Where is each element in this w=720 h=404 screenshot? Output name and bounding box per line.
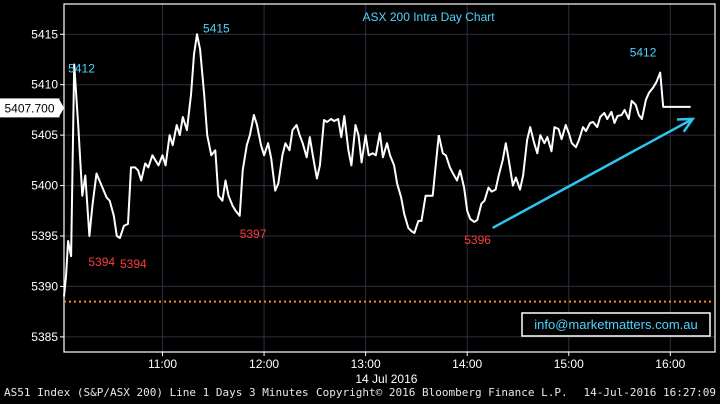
trend-arrow-shaft [491,117,694,230]
watermark-text: info@marketmatters.com.au [534,317,697,332]
y-tick-label: 5405 [31,128,58,142]
y-tick-label: 5410 [31,78,58,92]
plot-area [64,4,715,352]
value-label: 5397 [240,227,267,241]
y-tick-label: 5400 [31,179,58,193]
value-label: 5412 [630,46,657,60]
x-tick-label: 16:00 [655,357,685,371]
x-tick-label: 14:00 [452,357,482,371]
footer-timestamp: 14-Jul-2016 16:27:09 [583,386,716,399]
footer-security-description: AS51 Index (S&P/ASX 200) Line 1 Days 3 M… [4,386,309,399]
value-label: 5415 [203,21,230,35]
value-label: 5396 [464,233,491,247]
x-axis-label: 14 Jul 2016 [355,372,417,386]
chart-title: ASX 200 Intra Day Chart [363,10,496,24]
plot-frame [63,3,716,353]
footer-copyright: Copyright© 2016 Bloomberg Finance L.P. [316,386,568,399]
value-label: 5394 [120,257,147,271]
y-tick-label: 5415 [31,27,58,41]
y-tick-label: 5385 [31,330,58,344]
trend-arrow-head [676,117,696,133]
last-price-pointer [59,98,64,117]
price-line [63,33,440,297]
x-tick-label: 13:00 [351,357,381,371]
y-tick-label: 5395 [31,229,58,243]
value-label: 5412 [68,62,95,76]
x-tick-label: 12:00 [249,357,279,371]
y-tick-label: 5390 [31,279,58,293]
watermark-box [521,312,711,337]
x-tick-label: 15:00 [554,357,584,371]
value-label: 5394 [88,255,115,269]
price-line-afternoon [437,71,691,223]
x-tick-label: 11:00 [148,357,177,371]
last-price-label: 5407.700 [4,101,54,115]
